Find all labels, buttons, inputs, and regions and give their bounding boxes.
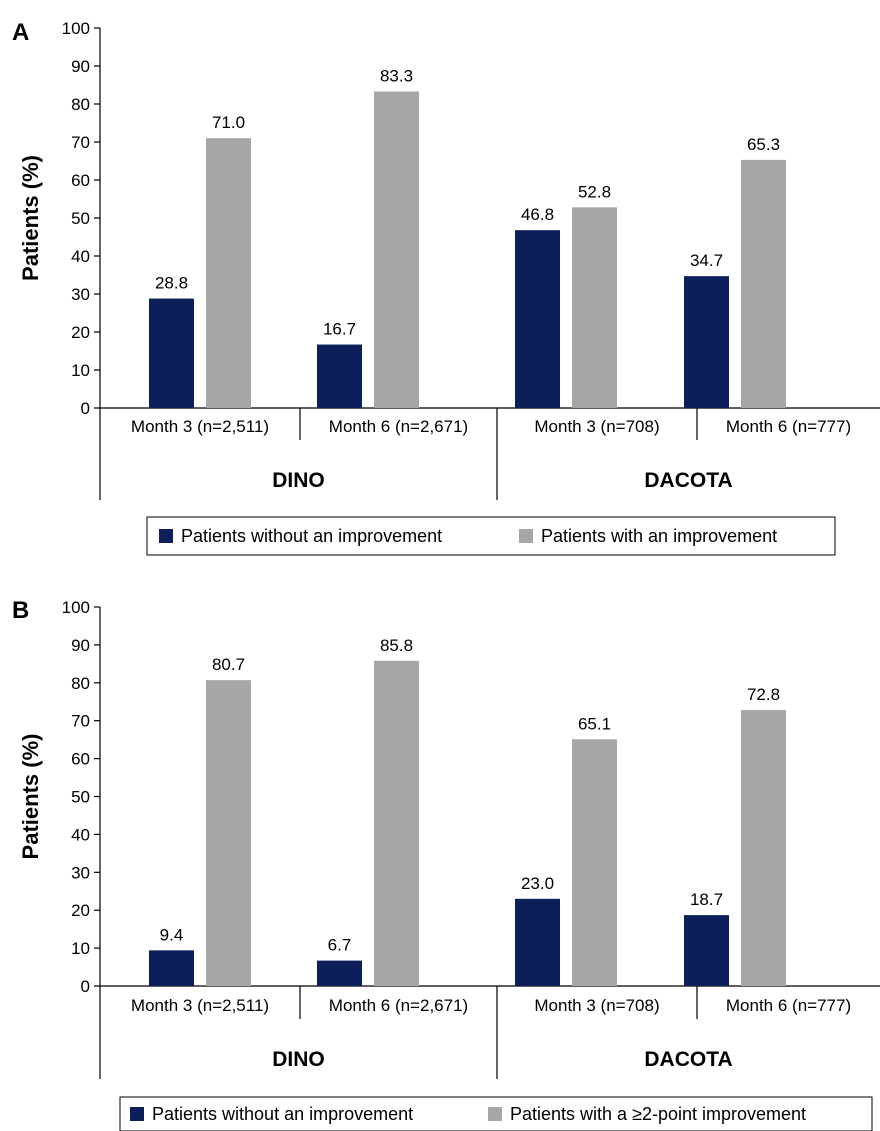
bar-with — [572, 207, 617, 408]
y-tick-label: 40 — [71, 825, 90, 844]
category-label: Month 3 (n=708) — [534, 996, 659, 1015]
y-tick-label: 90 — [71, 57, 90, 76]
data-label: 85.8 — [380, 636, 413, 655]
bar-with — [206, 680, 251, 986]
y-tick-label: 20 — [71, 323, 90, 342]
y-tick-label: 50 — [71, 209, 90, 228]
y-tick-label: 0 — [81, 399, 90, 418]
data-label: 80.7 — [212, 655, 245, 674]
legend-swatch-with — [519, 529, 533, 543]
y-tick-label: 50 — [71, 788, 90, 807]
group-label-dino: DINO — [272, 1048, 325, 1071]
y-tick-label: 10 — [71, 939, 90, 958]
y-tick-label: 80 — [71, 95, 90, 114]
category-label: Month 3 (n=708) — [534, 417, 659, 436]
y-tick-label: 60 — [71, 750, 90, 769]
category-label: Month 6 (n=2,671) — [329, 417, 468, 436]
y-axis-label: Patients (%) — [18, 155, 43, 281]
y-tick-label: 90 — [71, 636, 90, 655]
legend: Patients without an improvement Patients … — [146, 516, 836, 556]
y-axis-label: Patients (%) — [18, 734, 43, 860]
category-label: Month 6 (n=777) — [726, 996, 851, 1015]
y-tick-label: 30 — [71, 285, 90, 304]
bar-with — [206, 138, 251, 408]
legend-swatch-without — [159, 529, 173, 543]
legend-label: Patients with an improvement — [541, 526, 777, 546]
data-label: 23.0 — [521, 874, 554, 893]
data-label: 18.7 — [690, 890, 723, 909]
legend-swatch-without — [130, 1107, 144, 1121]
y-tick-label: 70 — [71, 712, 90, 731]
bar-with — [572, 739, 617, 986]
bar-without — [149, 298, 194, 408]
bar-with — [741, 159, 786, 408]
y-tick-label: 10 — [71, 361, 90, 380]
legend-label: Patients without an improvement — [152, 1104, 413, 1124]
bar-without — [684, 276, 729, 408]
y-tick-label: 30 — [71, 863, 90, 882]
data-label: 34.7 — [690, 251, 723, 270]
y-tick-label: 100 — [62, 19, 90, 38]
y-tick-label: 0 — [81, 977, 90, 996]
data-label: 65.1 — [578, 714, 611, 733]
y-tick-label: 20 — [71, 901, 90, 920]
bar-without — [149, 950, 194, 986]
y-tick-label: 40 — [71, 247, 90, 266]
bar-without — [317, 960, 362, 986]
data-label: 28.8 — [155, 274, 188, 293]
data-label: 83.3 — [380, 66, 413, 85]
chart-panel-a: A Patients (%) 0 10 20 30 40 50 60 70 80 90 100 Month… — [12, 19, 880, 556]
chart-panel-b: B Patients (%) 0 10 20 30 40 50 60 70 80 90 100 Month… — [12, 597, 880, 1131]
data-label: 16.7 — [323, 320, 356, 339]
y-tick-label: 100 — [62, 598, 90, 617]
data-label: 6.7 — [328, 936, 352, 955]
legend: Patients without an improvement Patients … — [119, 1096, 873, 1131]
category-label: Month 3 (n=2,511) — [131, 417, 269, 436]
bar-with — [374, 91, 419, 409]
legend-swatch-with — [488, 1107, 502, 1121]
panel-label: B — [12, 597, 29, 624]
data-label: 65.3 — [747, 135, 780, 154]
category-label: Month 6 (n=2,671) — [329, 996, 468, 1015]
bar-without — [515, 230, 560, 408]
data-label: 52.8 — [578, 182, 611, 201]
group-label-dino: DINO — [272, 469, 325, 492]
y-tick-label: 70 — [71, 133, 90, 152]
legend-label: Patients with a ≥2-point improvement — [510, 1104, 806, 1124]
y-tick-label: 60 — [71, 171, 90, 190]
data-label: 72.8 — [747, 685, 780, 704]
legend-box — [146, 516, 836, 556]
data-label: 46.8 — [521, 205, 554, 224]
bar-with — [374, 660, 419, 986]
group-label-dacota: DACOTA — [644, 1048, 732, 1071]
bar-without — [515, 898, 560, 986]
data-label: 71.0 — [212, 113, 245, 132]
category-label: Month 3 (n=2,511) — [131, 996, 269, 1015]
y-tick-label: 80 — [71, 674, 90, 693]
bar-with — [741, 710, 786, 986]
legend-label: Patients without an improvement — [181, 526, 442, 546]
bar-without — [317, 344, 362, 408]
data-label: 9.4 — [160, 925, 184, 944]
group-label-dacota: DACOTA — [644, 469, 732, 492]
bar-without — [684, 915, 729, 986]
panel-label: A — [12, 19, 29, 46]
category-label: Month 6 (n=777) — [726, 417, 851, 436]
